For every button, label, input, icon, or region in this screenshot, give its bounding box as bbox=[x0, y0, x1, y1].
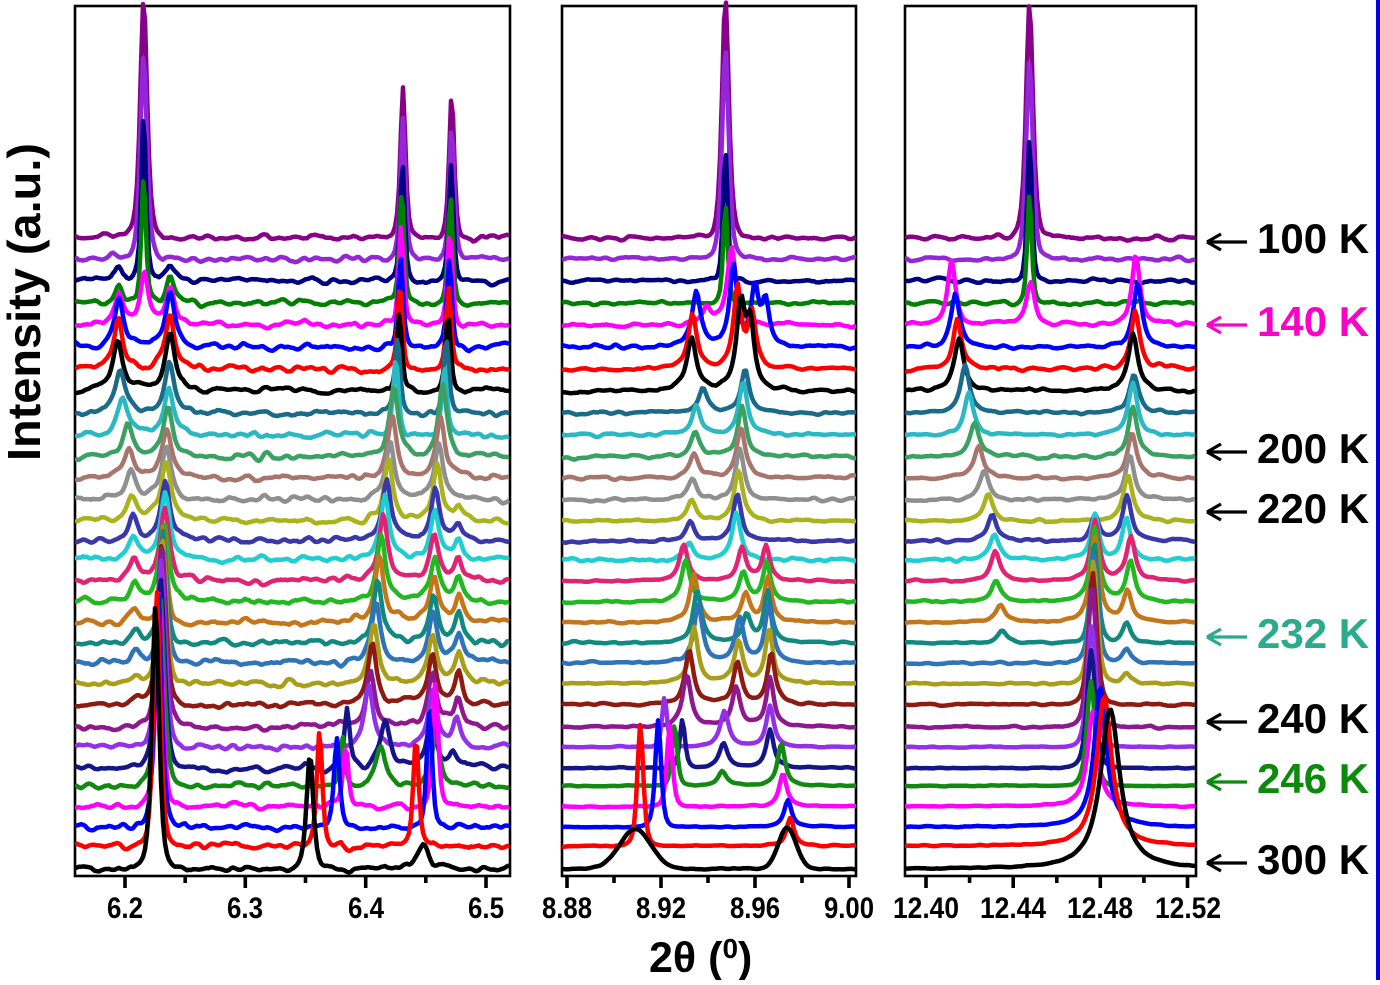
svg-text:12.44: 12.44 bbox=[980, 892, 1046, 925]
svg-text:8.96: 8.96 bbox=[730, 892, 780, 925]
svg-text:232 K: 232 K bbox=[1257, 610, 1369, 657]
svg-text:8.88: 8.88 bbox=[542, 892, 592, 925]
svg-text:300 K: 300 K bbox=[1257, 836, 1369, 883]
svg-text:246 K: 246 K bbox=[1257, 755, 1369, 802]
svg-text:6.3: 6.3 bbox=[227, 892, 263, 925]
svg-text:2θ (0): 2θ (0) bbox=[649, 933, 752, 980]
svg-text:12.52: 12.52 bbox=[1155, 892, 1221, 925]
svg-text:200 K: 200 K bbox=[1257, 425, 1369, 472]
svg-text:140 K: 140 K bbox=[1257, 298, 1369, 345]
svg-text:6.2: 6.2 bbox=[107, 892, 143, 925]
svg-text:9.00: 9.00 bbox=[824, 892, 874, 925]
svg-text:Intensity (a.u.): Intensity (a.u.) bbox=[0, 143, 50, 461]
svg-text:240 K: 240 K bbox=[1257, 695, 1369, 742]
svg-text:6.4: 6.4 bbox=[348, 892, 384, 925]
svg-text:8.92: 8.92 bbox=[636, 892, 686, 925]
svg-text:12.40: 12.40 bbox=[893, 892, 959, 925]
svg-text:220 K: 220 K bbox=[1257, 485, 1369, 532]
svg-text:6.5: 6.5 bbox=[468, 892, 504, 925]
svg-text:100 K: 100 K bbox=[1257, 215, 1369, 262]
svg-text:12.48: 12.48 bbox=[1067, 892, 1133, 925]
